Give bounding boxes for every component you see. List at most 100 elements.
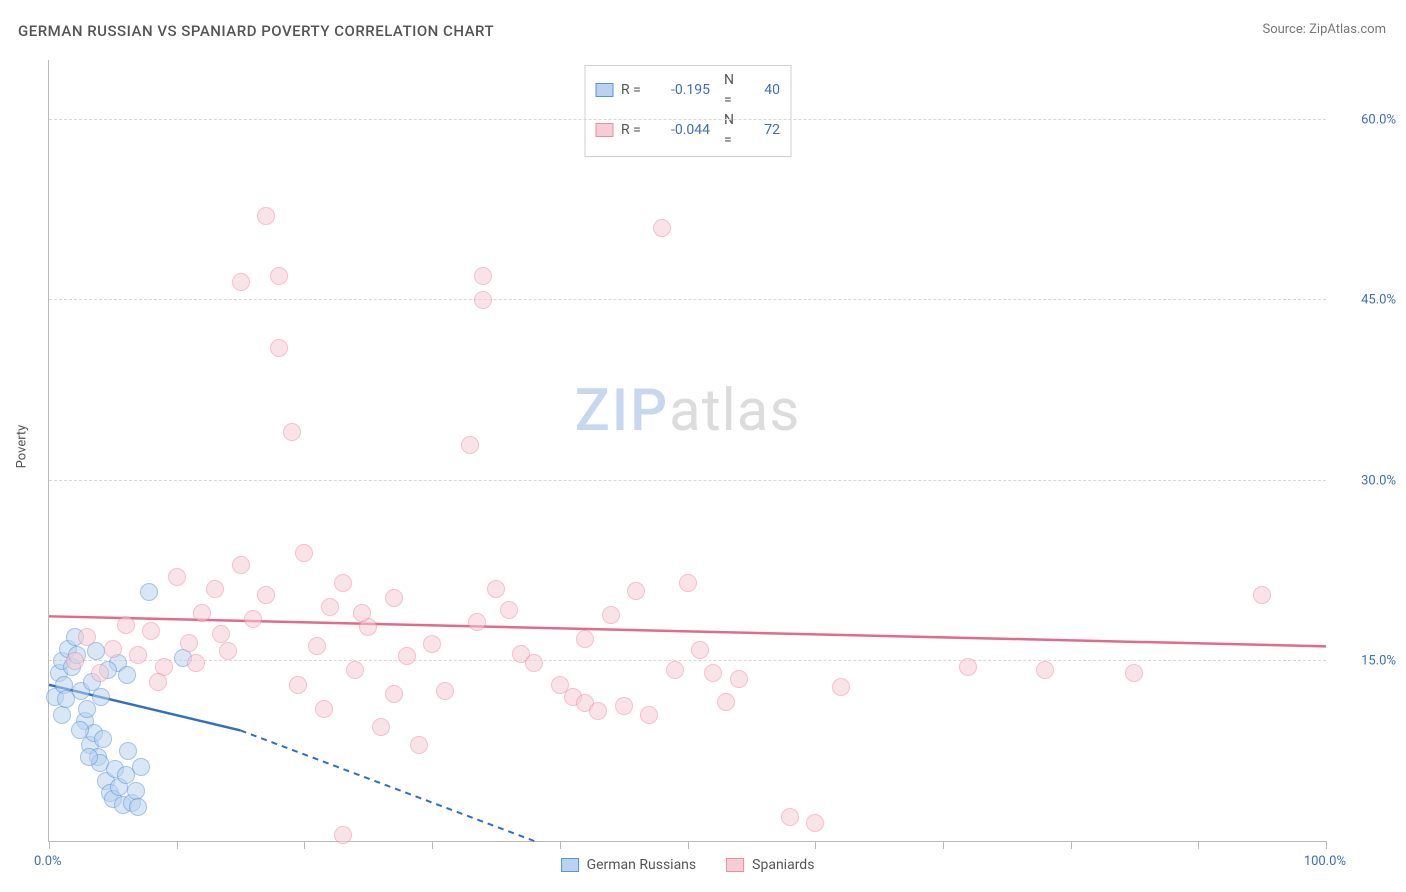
scatter-point [410, 736, 428, 754]
scatter-point [1036, 661, 1054, 679]
scatter-point [487, 580, 505, 598]
scatter-point [474, 291, 492, 309]
series-legend: German Russians Spaniards [561, 857, 815, 873]
scatter-point [180, 634, 198, 652]
x-axis-max-label: 100.0% [1304, 854, 1346, 869]
trend-lines [49, 60, 1326, 841]
scatter-point [127, 782, 145, 800]
scatter-point [270, 267, 288, 285]
scatter-point [602, 606, 620, 624]
scatter-point [92, 688, 110, 706]
scatter-point [212, 625, 230, 643]
legend-label: Spaniards [752, 857, 814, 873]
scatter-point [461, 436, 479, 454]
scatter-point [129, 798, 147, 816]
y-axis-label-wrap: Poverty [12, 0, 32, 892]
scatter-point [589, 702, 607, 720]
scatter-point [353, 604, 371, 622]
scatter-point [257, 207, 275, 225]
scatter-point [232, 556, 250, 574]
scatter-point [806, 814, 824, 832]
scatter-point [283, 423, 301, 441]
scatter-point [308, 637, 326, 655]
scatter-point [140, 583, 158, 601]
scatter-point [1125, 664, 1143, 682]
x-tick [304, 841, 305, 849]
scatter-point [149, 673, 167, 691]
scatter-point [385, 685, 403, 703]
scatter-point [615, 697, 633, 715]
legend-swatch [561, 858, 579, 872]
scatter-point [119, 742, 137, 760]
gridline [49, 660, 1326, 661]
scatter-point [206, 580, 224, 598]
scatter-point [80, 748, 98, 766]
y-tick-label: 60.0% [1336, 113, 1396, 128]
gridline [49, 119, 1326, 120]
scatter-point [232, 273, 250, 291]
source-attribution: Source: ZipAtlas.com [1262, 22, 1386, 37]
scatter-point [57, 690, 75, 708]
scatter-point [142, 622, 160, 640]
scatter-point [717, 693, 735, 711]
scatter-point [346, 661, 364, 679]
scatter-point [385, 589, 403, 607]
scatter-point [372, 718, 390, 736]
scatter-point [78, 628, 96, 646]
x-tick [1198, 841, 1199, 849]
scatter-point [468, 613, 486, 631]
scatter-point [132, 758, 150, 776]
x-axis-min-label: 0.0% [34, 854, 62, 869]
scatter-point [423, 635, 441, 653]
trend-line-extrapolated [241, 730, 535, 841]
scatter-point [187, 654, 205, 672]
scatter-point [781, 808, 799, 826]
scatter-point [257, 586, 275, 604]
scatter-point [653, 219, 671, 237]
y-tick-label: 30.0% [1336, 473, 1396, 488]
legend-swatch [726, 858, 744, 872]
x-tick [1071, 841, 1072, 849]
scatter-point [289, 676, 307, 694]
scatter-point [117, 616, 135, 634]
scatter-point [91, 664, 109, 682]
scatter-point [474, 267, 492, 285]
scatter-point [959, 658, 977, 676]
legend-label: German Russians [587, 857, 697, 873]
scatter-point [334, 574, 352, 592]
y-axis-label: Poverty [15, 424, 30, 468]
scatter-point [704, 664, 722, 682]
gridline [49, 299, 1326, 300]
x-tick [815, 841, 816, 849]
gridline [49, 480, 1326, 481]
scatter-point [666, 661, 684, 679]
scatter-point [627, 582, 645, 600]
scatter-point [94, 730, 112, 748]
scatter-point [679, 574, 697, 592]
legend-item: German Russians [561, 857, 697, 873]
scatter-point [640, 706, 658, 724]
scatter-point [193, 604, 211, 622]
scatter-point [691, 641, 709, 659]
plot-area: ZIPatlas R =-0.195N =40R =-0.044N =72 0.… [48, 60, 1326, 842]
x-tick [1326, 841, 1327, 849]
scatter-point [398, 647, 416, 665]
scatter-point [315, 700, 333, 718]
scatter-point [118, 666, 136, 684]
y-tick-label: 45.0% [1336, 293, 1396, 308]
scatter-point [832, 678, 850, 696]
scatter-point [244, 610, 262, 628]
x-tick [49, 841, 50, 849]
scatter-point [129, 646, 147, 664]
y-tick-label: 15.0% [1336, 653, 1396, 668]
scatter-point [730, 670, 748, 688]
legend-item: Spaniards [726, 857, 814, 873]
scatter-point [168, 568, 186, 586]
scatter-point [576, 630, 594, 648]
scatter-point [104, 640, 122, 658]
scatter-point [295, 544, 313, 562]
x-tick [177, 841, 178, 849]
scatter-point [1253, 586, 1271, 604]
scatter-point [334, 826, 352, 844]
scatter-point [66, 652, 84, 670]
